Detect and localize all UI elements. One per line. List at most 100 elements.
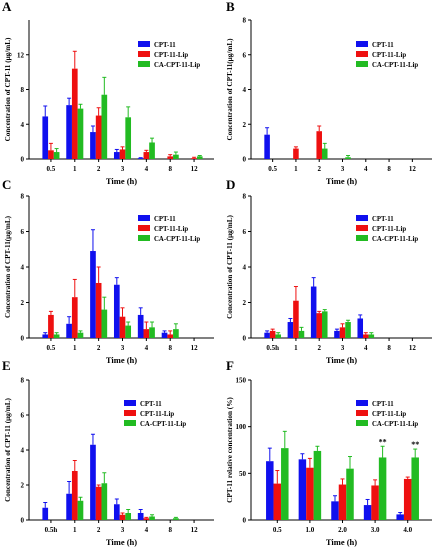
x-tick-label: 3	[121, 344, 125, 352]
x-tick-label: 3	[121, 526, 125, 534]
legend-label: CA-CPT-11-Lip	[372, 421, 418, 428]
y-tick-label: 2	[243, 299, 247, 307]
bar-cpt-11	[137, 158, 144, 159]
legend-label: CA-CPT-11-Lip	[372, 236, 418, 243]
bar-ca-cpt-11-lip	[101, 309, 108, 338]
bar-cpt-11-lip	[273, 483, 282, 520]
legend-swatch	[356, 400, 368, 406]
bar-ca-cpt-11-lip	[368, 334, 375, 338]
bar-cpt-11	[334, 330, 340, 338]
x-tick-label: 12	[409, 344, 417, 352]
x-tick-label: 2	[317, 165, 321, 173]
y-tick-label: 8	[243, 17, 247, 25]
x-tick-label: 12	[409, 165, 417, 173]
bar-ca-cpt-11-lip	[345, 322, 351, 338]
bar-cpt-11-lip	[95, 282, 102, 338]
bar-ca-cpt-11-lip	[125, 117, 132, 159]
bar-cpt-11-lip	[371, 485, 379, 520]
x-tick-label: 12	[191, 344, 199, 352]
x-tick-label: 3	[341, 165, 345, 173]
y-tick-label: 2	[21, 482, 25, 490]
bar-ca-cpt-11-lip	[53, 334, 60, 338]
y-axis-label: Concentration of CPT-11(μg/mL)	[4, 215, 12, 318]
x-tick-label: 1	[73, 344, 77, 352]
bar-cpt-11	[331, 501, 339, 520]
y-tick-label: 100	[236, 423, 247, 431]
x-tick-label: 8	[168, 526, 172, 534]
y-tick-label: 2	[21, 299, 25, 307]
bar-cpt-11-lip	[191, 158, 197, 159]
y-tick-label: 8	[21, 377, 25, 385]
legend-swatch	[124, 400, 136, 406]
y-tick-label: 150	[236, 377, 247, 385]
y-tick-label: 6	[21, 412, 25, 420]
y-tick-label: 8	[21, 86, 25, 94]
legend-label: CA-CPT-11-Lip	[154, 236, 200, 243]
legend-swatch	[356, 410, 368, 416]
legend-swatch	[138, 215, 150, 221]
bar-cpt-11	[90, 251, 96, 338]
legend-label: CPT-11-Lip	[154, 226, 188, 233]
panel-label: D	[226, 177, 235, 192]
y-tick-label: 50	[239, 470, 247, 478]
bar-cpt-11	[161, 332, 168, 338]
bar-cpt-11	[113, 504, 120, 520]
bar-ca-cpt-11-lip	[345, 157, 351, 159]
bar-ca-cpt-11-lip	[77, 332, 84, 338]
panel-label: B	[226, 0, 235, 14]
bar-cpt-11	[264, 134, 270, 159]
bar-cpt-11-lip	[119, 514, 126, 520]
bar-ca-cpt-11-lip	[275, 334, 281, 338]
y-tick-label: 0	[21, 156, 25, 164]
bar-cpt-11-lip	[293, 148, 299, 159]
legend-label: CPT-11	[372, 42, 394, 49]
significance-marker: **	[379, 437, 387, 446]
bar-cpt-11-lip	[48, 150, 54, 159]
bar-cpt-11-lip	[167, 334, 174, 338]
y-tick-label: 8	[21, 193, 25, 201]
y-tick-label: 4	[21, 447, 25, 455]
bar-ca-cpt-11-lip	[411, 457, 419, 520]
legend-label: CA-CPT-11-Lip	[140, 421, 186, 428]
y-tick-label: 6	[243, 51, 247, 59]
legend-swatch	[138, 61, 150, 67]
y-tick-label: 12	[17, 51, 25, 59]
legend-label: CPT-11-Lip	[372, 226, 406, 233]
bar-cpt-11	[287, 322, 294, 338]
bar-cpt-11-lip	[119, 316, 126, 338]
bar-cpt-11	[298, 459, 307, 520]
x-tick-label: 3	[341, 344, 345, 352]
bar-cpt-11	[113, 284, 120, 338]
x-tick-label: 8	[387, 344, 391, 352]
bar-cpt-11	[42, 507, 49, 520]
legend-label: CPT-11	[154, 216, 176, 223]
x-tick-label: 3	[121, 165, 125, 173]
x-tick-label: 2	[97, 165, 101, 173]
bar-cpt-11-lip	[71, 297, 78, 338]
x-tick-label: 4.0	[403, 526, 412, 534]
legend-swatch	[356, 215, 368, 221]
bar-ca-cpt-11-lip	[313, 450, 322, 520]
bar-cpt-11	[42, 334, 49, 338]
chart-panel-e: E 0 2 4 6 8 Concentration of CPT-11 (μg/mL) Tim…	[2, 358, 214, 547]
bar-cpt-11-lip	[71, 68, 78, 159]
bar-ca-cpt-11-lip	[149, 142, 155, 159]
x-tick-label: 12	[191, 526, 199, 534]
x-axis-label: Time (h)	[326, 537, 357, 547]
legend-label: CPT-11-Lip	[372, 52, 406, 59]
y-tick-label: 4	[21, 121, 25, 129]
x-tick-label: 2	[97, 344, 101, 352]
y-tick-label: 4	[243, 86, 247, 94]
bar-cpt-11	[42, 116, 49, 159]
x-tick-label: 0.5	[268, 165, 277, 173]
bar-cpt-11-lip	[119, 149, 126, 159]
legend-swatch	[138, 225, 150, 231]
legend-label: CA-CPT-11-Lip	[372, 62, 418, 69]
bar-cpt-11-lip	[95, 115, 102, 159]
legend-swatch	[124, 420, 136, 426]
y-tick-label: 6	[21, 228, 25, 236]
x-axis-label: Time (h)	[106, 355, 137, 365]
panel-label: F	[226, 358, 234, 373]
